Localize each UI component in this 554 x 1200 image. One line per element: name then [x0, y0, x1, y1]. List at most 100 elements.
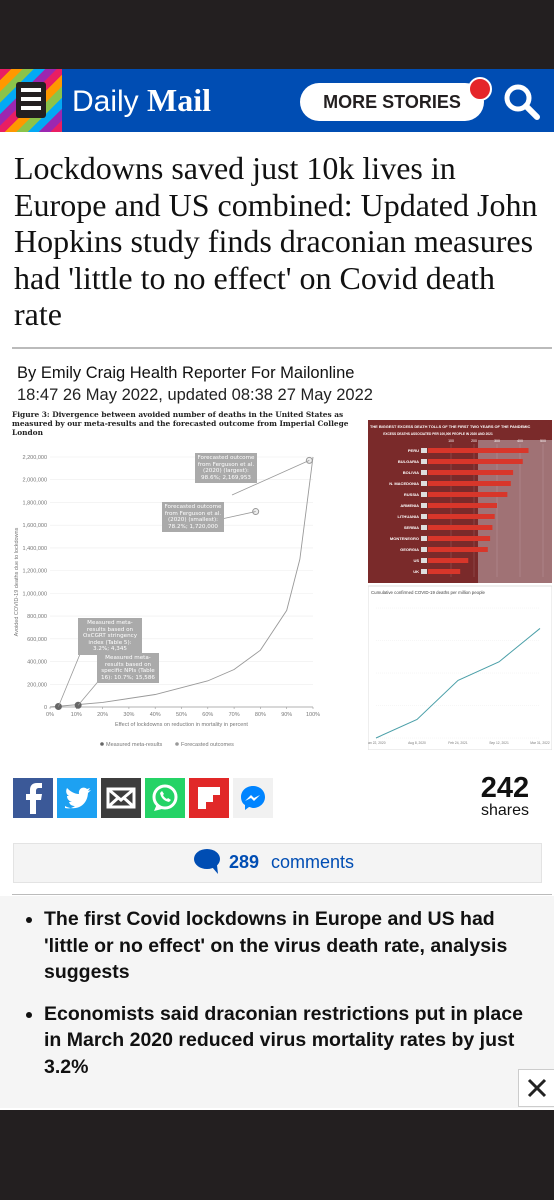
annotation: Measured meta-results based on OxCGRT st… [78, 618, 142, 655]
more-stories-button[interactable]: MORE STORIES [300, 83, 484, 121]
flipboard-share[interactable] [189, 778, 229, 818]
y-tick-label: 1,000,000 [23, 591, 47, 597]
chart: THE BIGGEST EXCESS DEATH TOLLS OF THE FI… [366, 420, 553, 751]
facebook-share[interactable] [13, 778, 53, 818]
bullet: The first Covid lockdowns in Europe and … [44, 906, 534, 986]
dateline: 18:47 26 May 2022, updated 08:38 27 May … [17, 386, 373, 404]
share-label: shares [480, 802, 530, 819]
x-tick-label: 30% [123, 712, 134, 718]
y-tick-label: 0 [44, 705, 47, 711]
bar [428, 536, 491, 541]
flag [421, 459, 427, 464]
x-tick-label: 50% [176, 712, 187, 718]
x-tick-label: Aug 8, 2020 [408, 741, 426, 745]
annotation: Measured meta-results based on specific … [97, 653, 159, 684]
comment-icon [194, 849, 220, 874]
bar [428, 459, 523, 464]
annotation-leader [231, 460, 310, 496]
chart: 0 200,000 400,000 600,000 800,000 1,000,000 1,… [14, 455, 320, 748]
y-tick-label: 800,000 [27, 614, 47, 620]
messenger-share[interactable] [233, 778, 273, 818]
menu-button[interactable] [16, 82, 46, 118]
comments-button[interactable] [13, 843, 542, 883]
data-point [305, 456, 313, 464]
x-axis-label: Effect of lockdowns on reduction in mort… [115, 722, 248, 728]
x-tick-label: Feb 24, 2021 [448, 741, 468, 745]
fit-curve [49, 456, 314, 708]
category-label: PERU [408, 448, 419, 453]
nav-bar [0, 1110, 554, 1200]
x-tick-label: 20% [97, 712, 108, 718]
byline[interactable]: By Emily Craig Health Reporter For Mailo… [17, 364, 355, 382]
x-tick-label: 80% [255, 712, 266, 718]
logo[interactable]: Daily Mail [72, 83, 211, 119]
line [375, 628, 541, 739]
x-tick-label: 70% [229, 712, 240, 718]
category-label: GEORGIA [400, 547, 419, 552]
bar [428, 503, 497, 508]
legend-label: Measured meta-results [106, 742, 162, 748]
category-label: LITHUANIA [397, 514, 419, 519]
close-button[interactable] [518, 1069, 554, 1107]
x-tick-label: 500 [540, 439, 546, 443]
x-tick-label: 300 [494, 439, 500, 443]
y-tick-label: 1,600,000 [23, 523, 47, 529]
legend-label: Forecasted outcomes [181, 742, 234, 748]
flag [421, 481, 427, 486]
panel-subtitle: EXCESS DEATHS ASSOCIATED PER 100,000 PEO… [383, 432, 493, 436]
flag [421, 492, 427, 497]
category-label: N. MACEDONIA [389, 481, 419, 486]
comment-count[interactable]: 289 [229, 852, 260, 872]
x-tick-label: 90% [281, 712, 292, 718]
x-tick-label: 0% [46, 712, 54, 718]
close-icon [527, 1078, 547, 1098]
flag [421, 448, 427, 453]
x-tick-label: 40% [150, 712, 161, 718]
bar [428, 481, 511, 486]
x-tick-label: Mar 31, 2022 [530, 741, 550, 745]
x-tick-label: 400 [517, 439, 523, 443]
share-count: 242 [480, 772, 530, 804]
flag [421, 503, 427, 508]
x-tick-label: Sep 12, 2021 [489, 741, 509, 745]
search-icon[interactable] [502, 82, 540, 120]
category-label: BULGARIA [398, 459, 419, 464]
x-tick-label: 100 [448, 439, 454, 443]
twitter-share[interactable] [57, 778, 97, 818]
x-tick-label: 10% [71, 712, 82, 718]
flag [421, 525, 427, 530]
share-bar [13, 778, 273, 825]
y-axis-label: Avoided COVID-19 deaths due to lockdowns [14, 527, 20, 636]
bar [428, 569, 461, 574]
x-tick-label: Jan 22, 2020 [368, 741, 386, 745]
annotation: Forecasted outcome from Ferguson et al. … [195, 453, 257, 484]
notification-dot [468, 77, 492, 101]
bar [428, 547, 488, 552]
figure-title: Figure 3: Divergence between avoided num… [12, 410, 349, 437]
y-tick-label: 200,000 [27, 682, 47, 688]
status-bar [0, 0, 554, 69]
logo-mail: Mail [147, 82, 212, 118]
category-label: MONTENEGRO [390, 536, 419, 541]
flag [421, 536, 427, 541]
legend-marker [175, 742, 179, 746]
bar [428, 492, 508, 497]
whatsapp-share[interactable] [145, 778, 185, 818]
bar [428, 470, 514, 475]
bar [428, 558, 469, 563]
flag [421, 470, 427, 475]
y-tick-label: 600,000 [27, 637, 47, 643]
x-tick-label: 60% [202, 712, 213, 718]
bar [428, 448, 529, 453]
comment-label[interactable]: comments [271, 852, 355, 872]
category-label: US [413, 558, 419, 563]
x-tick-label: 100% [306, 712, 320, 718]
site-header: Daily Mail MORE STORIES [0, 69, 554, 132]
flag [421, 547, 427, 552]
figure-image: THE BIGGEST EXCESS DEATH TOLLS OF THE FI… [366, 420, 553, 751]
divider [12, 894, 552, 895]
headline: Lockdowns saved just 10k lives in Europe… [14, 150, 538, 332]
email-share[interactable] [101, 778, 141, 818]
flag [421, 558, 427, 563]
